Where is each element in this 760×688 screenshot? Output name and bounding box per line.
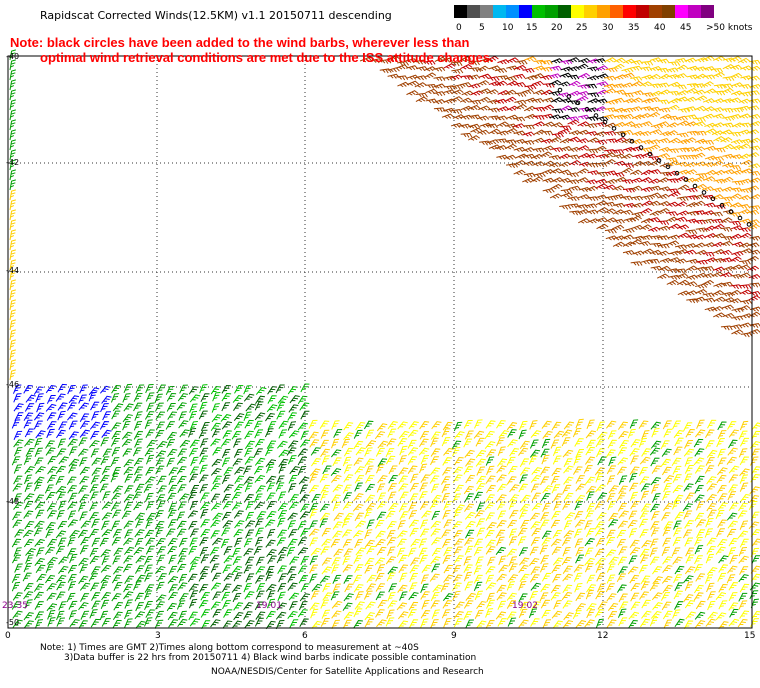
lat-label: -50 [6, 618, 20, 627]
colorbar-swatch [558, 5, 571, 18]
quality-flag-circles [557, 87, 752, 227]
note-line-2: optimal wind retrieval conditions are me… [40, 50, 494, 65]
colorbar-label: 20 [551, 23, 563, 33]
quality-flag-circle [692, 183, 698, 189]
quality-flag-circle [701, 190, 707, 195]
footer-note-1: Note: 1) Times are GMT 2)Times along bot… [40, 643, 419, 653]
footer-credit: NOAA/NESDIS/Center for Satellite Applica… [211, 667, 484, 677]
colorbar-swatch [506, 5, 519, 18]
colorbar-swatch [636, 5, 649, 18]
quality-flag-circle [638, 145, 644, 150]
map-frame [7, 55, 753, 629]
wind-barb-map [7, 49, 760, 630]
lon-label: 3 [155, 631, 161, 641]
colorbar-label: 45 [680, 23, 692, 33]
colorbar-swatch [701, 5, 714, 18]
lat-label: -44 [6, 266, 20, 275]
lon-label: 6 [302, 631, 308, 641]
quality-flag-circle [719, 202, 725, 208]
colorbar-swatch [571, 5, 584, 18]
quality-flag-circle [602, 119, 608, 125]
lon-label: 0 [5, 631, 11, 641]
quality-flag-circle [620, 132, 626, 138]
lat-label: -48 [6, 497, 20, 506]
colorbar-label: 10 [502, 23, 514, 33]
quality-flag-circle [728, 209, 734, 214]
quality-flag-circle [746, 222, 752, 227]
lon-label: 15 [744, 631, 756, 641]
quality-flag-circle [737, 215, 743, 221]
quality-flag-circle [575, 100, 581, 106]
quality-flag-circle [674, 170, 680, 176]
colorbar-label: >50 knots [706, 23, 753, 33]
colorbar-label: 30 [602, 23, 614, 33]
colorbar-swatch [519, 5, 532, 18]
colorbar-label: 0 [456, 23, 462, 33]
colorbar-swatch [493, 5, 506, 18]
colorbar-swatch [545, 5, 558, 18]
quality-flag-circle [593, 113, 599, 118]
colorbar-swatch [610, 5, 623, 18]
quality-flag-circle [710, 196, 716, 202]
lon-label: 12 [597, 631, 609, 641]
colorbar-label: 40 [654, 23, 666, 33]
wind-barbs [9, 49, 760, 630]
colorbar-swatch [467, 5, 480, 18]
colorbar-label: 25 [576, 23, 588, 33]
quality-flag-circle [683, 177, 689, 182]
quality-flag-circle [611, 126, 617, 131]
colorbar-swatch [675, 5, 688, 18]
footer-note-2: 3)Data buffer is 22 hrs from 20150711 4)… [64, 653, 477, 663]
time-label: 19:01 [256, 601, 282, 611]
quality-flag-circle [566, 94, 572, 99]
lat-label: -42 [6, 158, 20, 167]
note-line-1: Note: black circles have been added to t… [10, 35, 470, 50]
quality-flag-circle [629, 138, 635, 144]
lon-label: 9 [451, 631, 457, 641]
colorbar-label: 35 [628, 23, 640, 33]
time-label: 23:35 [2, 601, 28, 611]
colorbar-swatch [649, 5, 662, 18]
colorbar-swatch [597, 5, 610, 18]
time-label: 19:02 [512, 601, 538, 611]
colorbar-swatch [688, 5, 701, 18]
plot-title: Rapidscat Corrected Winds(12.5KM) v1.1 2… [40, 9, 392, 22]
quality-flag-circle [656, 158, 662, 163]
quality-flag-circle [584, 106, 590, 112]
colorbar-label: 15 [526, 23, 538, 33]
colorbar-label: 5 [479, 23, 485, 33]
colorbar-swatch [584, 5, 597, 18]
quality-flag-circle [557, 87, 563, 93]
colorbar-swatch [480, 5, 493, 18]
lat-label: -40 [6, 52, 20, 61]
quality-flag-circle [647, 151, 653, 157]
colorbar-swatch [454, 5, 467, 18]
colorbar-swatch [662, 5, 675, 18]
colorbar-swatch [623, 5, 636, 18]
colorbar-swatch [532, 5, 545, 18]
quality-flag-circle [665, 164, 671, 170]
lat-label: -46 [6, 380, 20, 389]
